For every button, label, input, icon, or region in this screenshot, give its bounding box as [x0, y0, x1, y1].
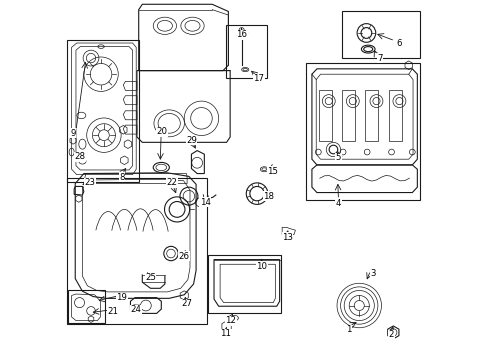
Text: 27: 27 — [181, 299, 191, 308]
Text: 26: 26 — [179, 252, 189, 261]
Bar — [225, 25, 266, 78]
Text: 28: 28 — [75, 152, 85, 161]
Text: 21: 21 — [107, 307, 118, 316]
Text: 7: 7 — [377, 54, 382, 63]
Text: 8: 8 — [119, 173, 124, 182]
Text: 29: 29 — [185, 136, 197, 145]
Text: 17: 17 — [253, 75, 264, 84]
Bar — [318, 90, 331, 140]
Bar — [365, 90, 378, 140]
Text: 14: 14 — [199, 198, 210, 207]
Text: 16: 16 — [236, 30, 246, 39]
Bar — [67, 40, 139, 182]
Text: 18: 18 — [263, 192, 274, 201]
Text: 9: 9 — [70, 129, 76, 138]
Text: 1: 1 — [346, 325, 351, 334]
Text: 24: 24 — [130, 305, 142, 314]
Text: 4: 4 — [335, 199, 341, 208]
Text: 12: 12 — [225, 316, 236, 325]
Text: 19: 19 — [116, 293, 127, 302]
Bar — [341, 12, 419, 58]
Text: 11: 11 — [220, 329, 231, 338]
Text: 10: 10 — [256, 262, 266, 271]
Text: 20: 20 — [156, 127, 167, 136]
Bar — [341, 90, 354, 140]
Text: 23: 23 — [84, 178, 95, 187]
Text: 22: 22 — [166, 178, 177, 187]
Bar — [305, 63, 419, 200]
Text: 13: 13 — [282, 233, 292, 242]
Bar — [67, 178, 206, 324]
Text: 6: 6 — [395, 39, 401, 48]
Text: 3: 3 — [369, 269, 375, 278]
Text: 5: 5 — [335, 153, 341, 162]
Bar — [388, 90, 401, 140]
Bar — [68, 291, 104, 323]
Text: 25: 25 — [145, 273, 156, 282]
Text: 15: 15 — [266, 167, 277, 176]
Text: 2: 2 — [388, 330, 393, 339]
Bar — [207, 255, 281, 314]
